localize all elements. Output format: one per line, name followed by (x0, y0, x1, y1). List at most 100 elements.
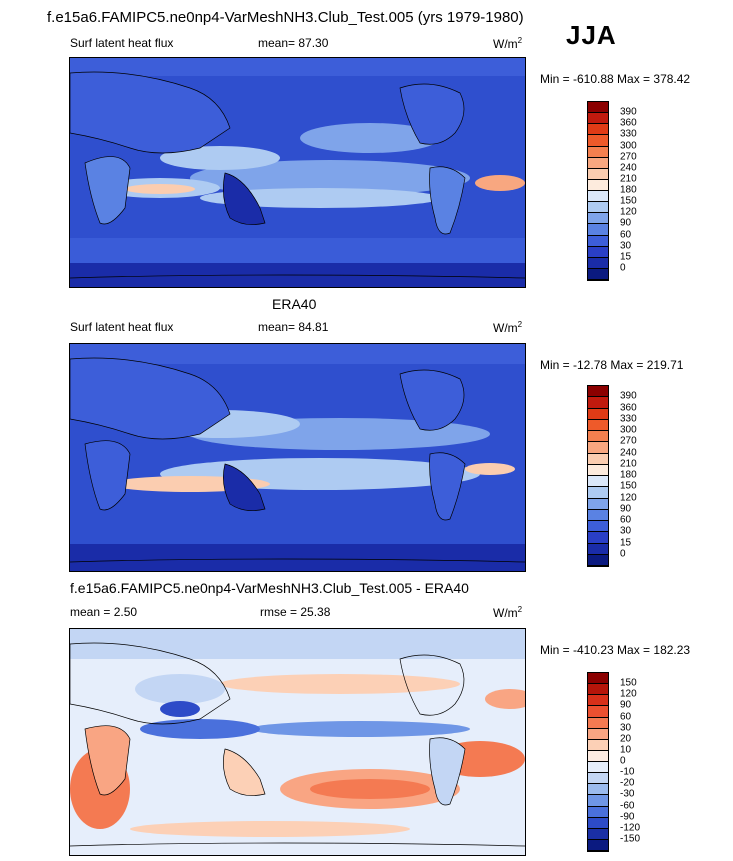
colorbar-swatch (588, 246, 608, 258)
panel3-subtitle: f.e15a6.FAMIPC5.ne0np4-VarMeshNH3.Club_T… (70, 580, 469, 596)
colorbar-tick-label: 30 (620, 525, 632, 537)
colorbar-tick-label: 0 (620, 548, 626, 560)
panel1-minmax: Min = -610.88 Max = 378.42 (540, 72, 691, 86)
colorbar-tick-label: -90 (620, 811, 635, 823)
colorbar-tick-label: 300 (620, 424, 637, 436)
colorbar-swatch (588, 543, 608, 555)
colorbar-tick-label: 210 (620, 173, 637, 185)
colorbar-tick-label: 90 (620, 217, 632, 229)
colorbar-swatch (588, 498, 608, 510)
panel3-units: W/m2 (493, 605, 523, 620)
colorbar-swatch (588, 795, 608, 807)
colorbar-tick-label: 30 (620, 240, 632, 252)
colorbar-swatch (588, 135, 608, 147)
colorbar-swatch (588, 268, 608, 280)
colorbar-tick-label: -120 (620, 822, 641, 834)
colorbar-tick-label: 90 (620, 503, 632, 515)
panel1-colorbar-ticks: 390 360 330 300 270 240 210 180 150 120 90 60 30 15 0 (620, 101, 660, 279)
colorbar-tick-label: 300 (620, 140, 637, 151)
colorbar-swatch (588, 179, 608, 191)
panel2-units: W/m2 (493, 320, 523, 335)
colorbar-tick-label: 390 (620, 106, 637, 118)
colorbar-swatch (588, 213, 608, 225)
colorbar-swatch (588, 386, 608, 398)
colorbar-swatch (588, 728, 608, 740)
colorbar-swatch (588, 750, 608, 762)
panel3-minmax: Min = -410.23 Max = 182.23 (540, 643, 691, 657)
colorbar-swatch (588, 828, 608, 840)
panel3-mean: mean = 2.50 (70, 605, 138, 619)
colorbar-swatch (588, 202, 608, 214)
colorbar-swatch (588, 408, 608, 420)
colorbar-swatch (588, 773, 608, 785)
colorbar-swatch (588, 673, 608, 685)
colorbar-tick-label: -150 (620, 833, 641, 845)
colorbar-tick-label: -20 (620, 777, 635, 789)
panel1-units: W/m2 (493, 36, 523, 51)
colorbar-swatch (588, 235, 608, 247)
panel1-mean: mean= 87.30 (258, 36, 329, 50)
panel3-colorbar-ticks: 150 120 90 60 30 20 10 0 -10 -20 -30 -60 -90 -120 -150 (620, 672, 660, 850)
colorbar-tick-label: 60 (620, 229, 632, 240)
colorbar-swatch (588, 257, 608, 269)
colorbar-tick-label: 210 (620, 458, 637, 470)
colorbar-swatch (588, 168, 608, 180)
panel3-colorbar (587, 672, 609, 852)
colorbar-tick-label: 120 (620, 492, 637, 503)
colorbar-swatch (588, 521, 608, 533)
colorbar-tick-label: 0 (620, 262, 626, 274)
colorbar-tick-label: 60 (620, 514, 632, 526)
colorbar-tick-label: -10 (620, 766, 635, 778)
panel2-mean: mean= 84.81 (258, 320, 329, 334)
colorbar-tick-label: 360 (620, 402, 637, 413)
colorbar-tick-label: 360 (620, 117, 637, 129)
colorbar-swatch (588, 442, 608, 454)
panel2-minmax: Min = -12.78 Max = 219.71 (540, 358, 684, 372)
colorbar-swatch (588, 476, 608, 488)
colorbar-tick-label: 270 (620, 151, 637, 163)
colorbar-swatch (588, 695, 608, 707)
panel3-map (69, 628, 526, 856)
colorbar-tick-label: 15 (620, 537, 632, 548)
colorbar-swatch (588, 762, 608, 774)
colorbar-tick-label: 0 (620, 755, 626, 767)
colorbar-tick-label: 270 (620, 435, 637, 447)
colorbar-swatch (588, 839, 608, 851)
colorbar-tick-label: 330 (620, 128, 637, 140)
panel1-variable: Surf latent heat flux (70, 36, 174, 50)
colorbar-swatch (588, 509, 608, 521)
colorbar-swatch (588, 532, 608, 544)
colorbar-tick-label: 180 (620, 469, 637, 481)
colorbar-swatch (588, 397, 608, 409)
panel2-subtitle: ERA40 (272, 296, 317, 312)
colorbar-tick-label: 120 (620, 688, 637, 700)
colorbar-tick-label: 15 (620, 251, 632, 263)
colorbar-tick-label: 180 (620, 184, 637, 196)
colorbar-tick-label: 330 (620, 413, 637, 425)
panel2-colorbar-ticks: 390 360 330 300 270 240 210 180 150 120 90 60 30 15 0 (620, 385, 660, 565)
colorbar-swatch (588, 102, 608, 114)
colorbar-swatch (588, 191, 608, 203)
panel2-variable: Surf latent heat flux (70, 320, 174, 334)
colorbar-swatch (588, 806, 608, 818)
colorbar-swatch (588, 453, 608, 465)
colorbar-tick-label: 10 (620, 744, 632, 756)
colorbar-tick-label: -30 (620, 788, 635, 800)
colorbar-swatch (588, 739, 608, 751)
colorbar-tick-label: 30 (620, 722, 632, 734)
colorbar-swatch (588, 717, 608, 729)
panel2-map (69, 343, 526, 572)
panel1-map (69, 57, 526, 288)
figure-title: f.e15a6.FAMIPC5.ne0np4-VarMeshNH3.Club_T… (47, 9, 524, 26)
colorbar-swatch (588, 684, 608, 696)
colorbar-swatch (588, 157, 608, 169)
colorbar-swatch (588, 706, 608, 718)
colorbar-tick-label: 150 (620, 480, 637, 492)
colorbar-tick-label: 60 (620, 711, 632, 722)
colorbar-swatch (588, 554, 608, 566)
colorbar-tick-label: 90 (620, 699, 632, 711)
colorbar-swatch (588, 784, 608, 796)
colorbar-swatch (588, 419, 608, 431)
panel3-rmse: rmse = 25.38 (260, 605, 331, 619)
colorbar-tick-label: 390 (620, 390, 637, 402)
